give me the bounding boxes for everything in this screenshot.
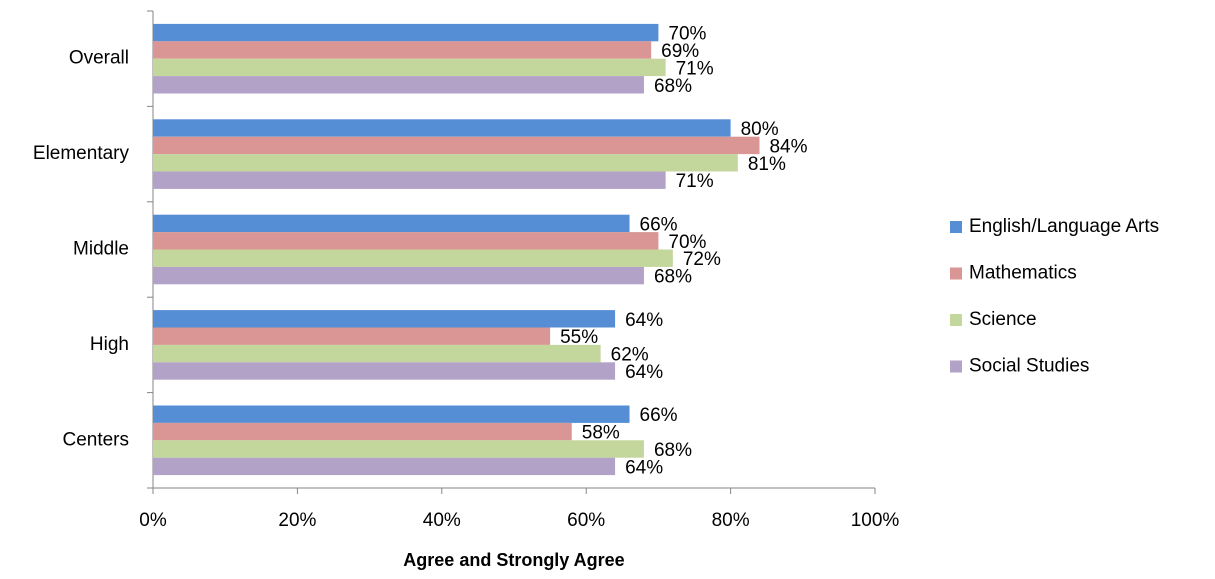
data-label: 81% [748, 154, 786, 175]
bar [153, 327, 551, 345]
legend-label: Science [969, 309, 1037, 330]
data-label: 84% [769, 136, 807, 157]
legend-label: English/Language Arts [969, 216, 1159, 237]
y-tick-label: Elementary [33, 143, 130, 164]
data-label: 66% [640, 214, 678, 235]
bar [153, 344, 601, 363]
x-tick-label: 40% [423, 510, 461, 531]
bar [153, 119, 731, 137]
bar [153, 41, 652, 59]
data-label: 72% [683, 249, 721, 270]
bar [153, 214, 630, 233]
legend-label: Mathematics [969, 263, 1077, 284]
y-tick-label: High [90, 334, 129, 355]
bar [153, 58, 666, 77]
legend-swatch [950, 267, 962, 280]
data-label: 70% [668, 24, 706, 45]
data-label: 64% [625, 457, 663, 478]
data-label: 68% [654, 76, 692, 97]
legend-swatch [950, 360, 962, 373]
data-label: 69% [661, 41, 699, 62]
legend-swatch [950, 221, 962, 233]
bar [153, 171, 666, 189]
data-label: 80% [741, 119, 779, 140]
x-tick-label: 20% [278, 510, 316, 531]
data-label: 62% [611, 345, 649, 366]
bar [153, 422, 572, 441]
bar [153, 457, 616, 476]
x-tick-label: 60% [567, 510, 605, 531]
bar [153, 440, 644, 458]
y-tick-label: Centers [62, 429, 129, 450]
data-label: 68% [654, 267, 692, 288]
data-label: 64% [625, 310, 663, 331]
bar [153, 136, 760, 155]
x-axis-title: Agree and Strongly Agree [403, 550, 624, 570]
bar [153, 362, 616, 380]
x-tick-label: 0% [139, 510, 167, 531]
bar [153, 232, 659, 250]
data-label: 66% [640, 405, 678, 426]
data-label: 70% [668, 232, 706, 253]
legend-swatch [950, 314, 962, 326]
bar [153, 23, 659, 42]
x-tick-label: 80% [712, 510, 750, 531]
data-label: 58% [582, 423, 620, 444]
bar [153, 310, 616, 328]
data-label: 71% [676, 171, 714, 192]
bar [153, 266, 644, 285]
bar [153, 76, 644, 94]
data-label: 55% [560, 327, 598, 348]
data-label: 64% [625, 362, 663, 383]
data-label: 71% [676, 58, 714, 79]
bar [153, 249, 673, 267]
y-tick-label: Middle [73, 239, 129, 260]
bar [153, 154, 738, 172]
x-tick-label: 100% [851, 510, 900, 531]
y-tick-label: Overall [69, 48, 129, 69]
bar [153, 405, 630, 423]
legend-label: Social Studies [969, 356, 1089, 377]
data-label: 68% [654, 440, 692, 461]
